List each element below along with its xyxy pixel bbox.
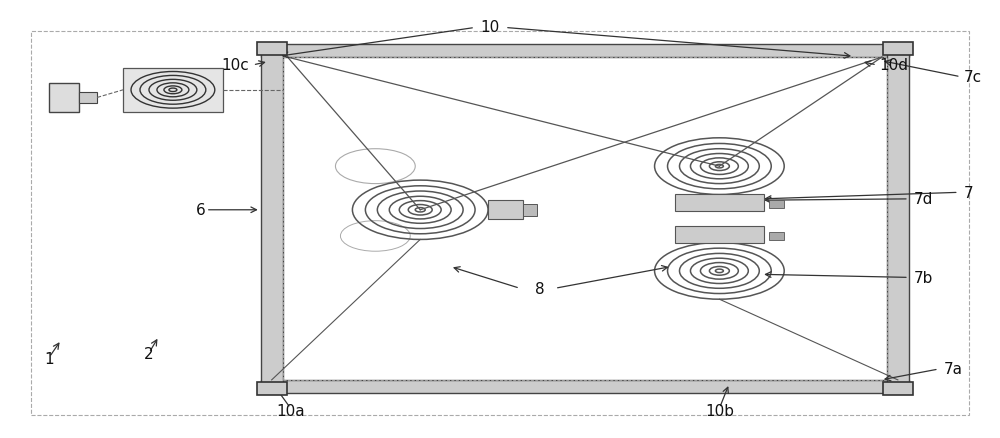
Text: 7d: 7d	[914, 192, 933, 207]
Text: 1: 1	[44, 351, 54, 366]
Polygon shape	[261, 45, 909, 58]
Polygon shape	[675, 227, 764, 244]
Polygon shape	[261, 380, 909, 393]
Text: 10a: 10a	[276, 403, 305, 418]
Polygon shape	[887, 45, 909, 393]
Polygon shape	[523, 204, 537, 216]
Polygon shape	[883, 382, 913, 395]
Text: 7: 7	[964, 185, 973, 200]
Text: 10b: 10b	[705, 403, 734, 418]
Polygon shape	[769, 233, 784, 241]
Text: 7c: 7c	[964, 70, 982, 85]
Text: 10d: 10d	[879, 58, 908, 73]
Polygon shape	[257, 43, 287, 56]
Text: 2: 2	[144, 346, 154, 361]
Polygon shape	[675, 194, 764, 211]
Polygon shape	[257, 382, 287, 395]
Polygon shape	[261, 45, 283, 393]
Text: 7a: 7a	[944, 362, 963, 377]
Text: 10c: 10c	[221, 58, 249, 73]
Polygon shape	[769, 201, 784, 208]
Polygon shape	[488, 201, 523, 220]
Text: 8: 8	[535, 281, 545, 296]
Polygon shape	[883, 43, 913, 56]
Polygon shape	[49, 84, 79, 113]
Text: 7b: 7b	[914, 270, 933, 285]
Polygon shape	[123, 69, 223, 113]
Text: 6: 6	[196, 203, 206, 218]
Text: 10: 10	[480, 20, 500, 35]
Polygon shape	[79, 92, 97, 104]
